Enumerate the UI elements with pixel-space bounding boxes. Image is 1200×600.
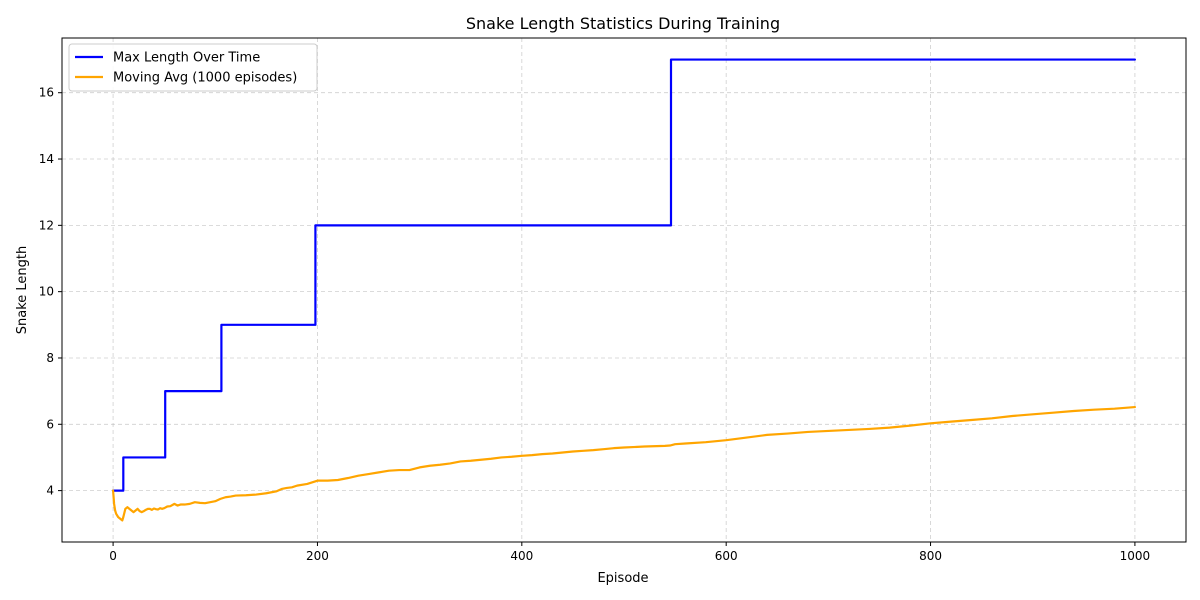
x-tick-label: 0 [109, 549, 117, 563]
x-axis-label: Episode [597, 571, 648, 586]
series-line-0 [111, 58, 1137, 492]
y-tick-label: 12 [39, 218, 54, 232]
x-tick-label: 800 [919, 549, 942, 563]
grid [62, 38, 1186, 542]
y-tick-label: 8 [46, 351, 54, 365]
y-tick-label: 4 [46, 484, 54, 498]
series-line-1 [111, 405, 1137, 522]
series-layer [111, 58, 1137, 522]
legend: Max Length Over Time Moving Avg (1000 epi… [68, 43, 318, 92]
x-tick-label: 400 [510, 549, 533, 563]
y-tick-label: 16 [39, 86, 54, 100]
x-tick-label: 1000 [1120, 549, 1151, 563]
y-axis-label: Snake Length [15, 246, 30, 335]
y-tick-label: 6 [46, 417, 54, 431]
legend-label-1: Moving Avg (1000 episodes) [113, 71, 297, 86]
x-tick-label: 600 [715, 549, 738, 563]
y-tick-label: 10 [39, 285, 54, 299]
legend-box [68, 43, 318, 92]
legend-label-0: Max Length Over Time [113, 51, 260, 66]
plot-frame [61, 37, 1187, 543]
x-tick-label: 200 [306, 549, 329, 563]
chart-title: Snake Length Statistics During Training [466, 14, 780, 33]
y-axis-ticks: 4 6 8 10 12 14 16 [39, 86, 62, 498]
x-axis-ticks: 0 200 400 600 800 1000 [109, 542, 1150, 563]
y-tick-label: 14 [39, 152, 54, 166]
